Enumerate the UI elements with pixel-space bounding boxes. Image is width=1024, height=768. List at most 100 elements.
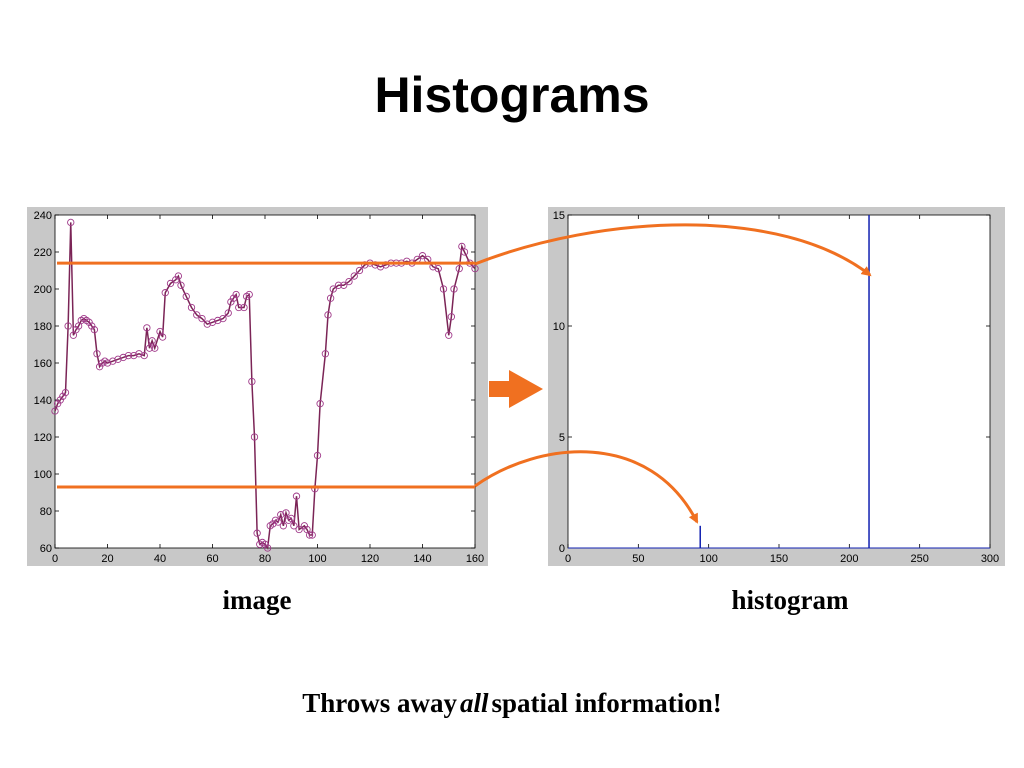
x-tick-label: 150 bbox=[770, 553, 788, 565]
data-point bbox=[148, 337, 156, 345]
caption: image bbox=[223, 585, 292, 615]
data-point bbox=[130, 351, 138, 360]
data-point bbox=[287, 514, 295, 523]
y-tick-label: 0 bbox=[559, 543, 565, 555]
data-point bbox=[229, 294, 238, 302]
data-point bbox=[277, 511, 285, 519]
data-point bbox=[174, 272, 183, 280]
data-point bbox=[182, 292, 190, 301]
data-point bbox=[250, 433, 259, 441]
data-point bbox=[214, 316, 222, 325]
y-tick-label: 200 bbox=[34, 284, 52, 296]
data-point bbox=[324, 311, 332, 319]
data-point bbox=[445, 331, 453, 339]
data-point bbox=[59, 392, 67, 400]
data-point bbox=[253, 529, 261, 537]
data-point bbox=[227, 298, 235, 306]
data-point bbox=[135, 350, 143, 358]
data-point bbox=[203, 320, 211, 328]
data-point bbox=[193, 311, 201, 319]
data-point bbox=[345, 277, 353, 286]
data-point bbox=[161, 289, 169, 297]
y-tick-label: 5 bbox=[559, 432, 565, 444]
data-point bbox=[53, 400, 62, 408]
data-point bbox=[439, 285, 448, 293]
x-tick-label: 0 bbox=[52, 553, 58, 565]
data-point bbox=[240, 303, 248, 312]
data-point bbox=[263, 544, 272, 552]
data-point bbox=[235, 303, 243, 312]
x-tick-label: 20 bbox=[101, 553, 113, 565]
data-point bbox=[355, 266, 364, 275]
data-point bbox=[232, 290, 240, 299]
data-point bbox=[350, 272, 358, 280]
y-tick-label: 10 bbox=[553, 321, 565, 333]
data-point bbox=[103, 359, 112, 367]
slide-title: Histograms bbox=[374, 67, 649, 123]
data-point bbox=[447, 313, 456, 321]
data-point bbox=[329, 285, 337, 293]
plot-area bbox=[54, 214, 476, 549]
data-point bbox=[340, 281, 348, 289]
data-point bbox=[282, 509, 290, 517]
data-point bbox=[166, 279, 175, 288]
data-point bbox=[290, 522, 298, 530]
footer-text: Throws away bbox=[302, 688, 457, 718]
data-point bbox=[434, 264, 442, 273]
data-point bbox=[114, 355, 122, 363]
data-point bbox=[88, 322, 96, 330]
x-tick-label: 200 bbox=[840, 553, 858, 565]
curved-arrow bbox=[474, 450, 699, 524]
y-tick-label: 180 bbox=[34, 321, 52, 333]
data-point bbox=[95, 363, 104, 371]
data-point bbox=[151, 344, 159, 352]
x-tick-label: 120 bbox=[361, 553, 379, 565]
x-tick-label: 140 bbox=[413, 553, 431, 565]
y-tick-label: 220 bbox=[34, 247, 52, 259]
data-point bbox=[295, 525, 303, 534]
data-point bbox=[261, 540, 269, 548]
data-point bbox=[90, 326, 99, 334]
x-tick-label: 0 bbox=[565, 553, 571, 565]
x-tick-label: 100 bbox=[308, 553, 326, 565]
x-tick-label: 160 bbox=[466, 553, 484, 565]
data-point bbox=[292, 492, 301, 500]
footer-text: spatial information! bbox=[491, 688, 722, 718]
data-point bbox=[321, 350, 330, 358]
data-point bbox=[119, 353, 127, 362]
x-tick-label: 50 bbox=[632, 553, 644, 565]
plot-area bbox=[567, 214, 991, 549]
data-point bbox=[187, 303, 196, 312]
data-point bbox=[274, 518, 282, 526]
data-point bbox=[172, 276, 180, 284]
data-point bbox=[455, 264, 463, 273]
data-point bbox=[245, 290, 253, 299]
data-point bbox=[269, 520, 277, 528]
data-point bbox=[140, 351, 148, 360]
footer: Throws away all spatial information! bbox=[0, 688, 1024, 719]
data-point bbox=[248, 377, 256, 386]
data-point bbox=[64, 322, 72, 330]
x-tick-label: 80 bbox=[259, 553, 271, 565]
data-point bbox=[208, 318, 217, 326]
data-point bbox=[308, 531, 316, 539]
data-point bbox=[61, 388, 70, 397]
data-point bbox=[158, 333, 167, 341]
data-point bbox=[177, 281, 185, 289]
data-point bbox=[198, 314, 206, 323]
x-tick-label: 100 bbox=[699, 553, 717, 565]
data-point bbox=[143, 324, 151, 332]
footer-emphasis: all bbox=[460, 688, 489, 718]
data-point bbox=[305, 531, 314, 539]
data-point bbox=[67, 218, 75, 227]
data-point bbox=[72, 326, 80, 334]
data-point bbox=[109, 357, 117, 365]
data-point bbox=[56, 396, 64, 404]
y-tick-label: 100 bbox=[34, 469, 52, 481]
data-point bbox=[219, 314, 227, 323]
x-tick-label: 300 bbox=[981, 553, 999, 565]
data-point bbox=[418, 252, 427, 260]
y-tick-label: 240 bbox=[34, 210, 52, 222]
